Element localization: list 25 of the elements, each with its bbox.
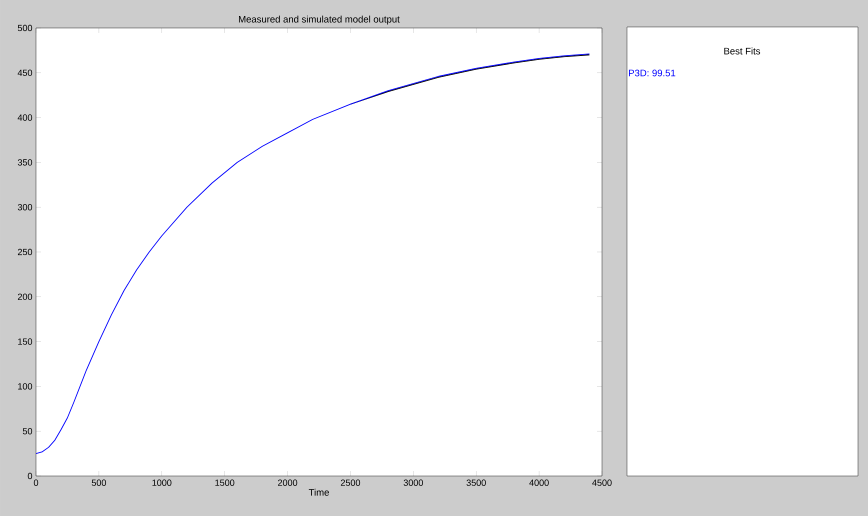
y-tick-label: 500 xyxy=(18,24,32,32)
x-tick-label: 1000 xyxy=(152,480,172,486)
y-tick-label: 450 xyxy=(18,70,32,76)
x-tick-label: 3500 xyxy=(466,480,486,486)
y-tick-label: 200 xyxy=(18,294,32,300)
x-tick-label: 4500 xyxy=(592,480,612,486)
chart-title: Measured and simulated model output xyxy=(238,16,400,24)
legend-title: Best Fits xyxy=(724,48,760,54)
x-tick-label: 4000 xyxy=(529,480,549,486)
y-tick-label: 250 xyxy=(18,248,32,256)
x-tick-label: 2000 xyxy=(278,480,298,486)
x-axis-title: Time xyxy=(308,488,329,496)
y-tick-label: 0 xyxy=(28,472,32,480)
x-tick-label: 0 xyxy=(34,480,38,486)
x-tick-label: 500 xyxy=(92,480,106,486)
x-tick-label: 2500 xyxy=(340,480,360,486)
y-tick-label: 150 xyxy=(18,338,32,345)
text: P3D: 99.51 xyxy=(628,70,676,76)
y-tick-label: 300 xyxy=(18,204,32,210)
y-tick-label: 350 xyxy=(18,159,32,166)
x-tick-label: 3000 xyxy=(404,480,423,486)
x-tick-label: 1500 xyxy=(215,480,234,486)
y-tick-label: 100 xyxy=(18,383,32,390)
y-tick-label: 400 xyxy=(18,114,32,121)
y-tick-label: 50 xyxy=(22,428,32,434)
